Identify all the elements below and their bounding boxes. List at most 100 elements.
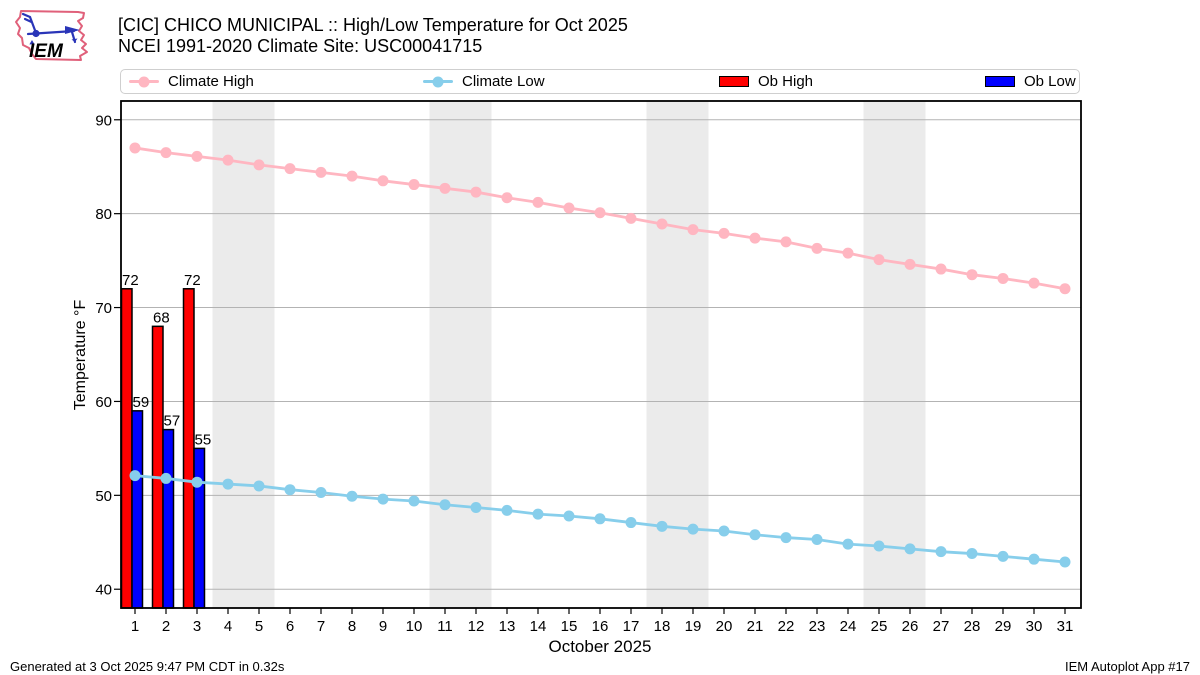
x-tick-label: 3 bbox=[193, 618, 201, 635]
vane-base-mark bbox=[29, 40, 35, 45]
bar-value-label: 72 bbox=[184, 272, 201, 289]
climate-line-marker bbox=[222, 478, 234, 490]
legend-label: Ob Low bbox=[1024, 73, 1076, 90]
climate-line-marker bbox=[997, 550, 1009, 562]
y-tick-label: 60 bbox=[95, 394, 112, 411]
app-credit: IEM Autoplot App #17 bbox=[1064, 659, 1190, 674]
plot-border bbox=[120, 100, 1082, 609]
page-title: [CIC] CHICO MUNICIPAL :: High/Low Temper… bbox=[118, 15, 628, 35]
x-tick-label: 10 bbox=[406, 618, 423, 635]
logo-text: IEM bbox=[29, 41, 64, 62]
x-tick-label: 23 bbox=[809, 618, 826, 635]
climate-line-marker bbox=[749, 232, 761, 244]
climate-line-marker bbox=[346, 170, 358, 182]
page-subtitle: NCEI 1991-2020 Climate Site: USC00041715 bbox=[118, 36, 483, 56]
climate-line-marker bbox=[1028, 277, 1040, 289]
iowa-outline bbox=[15, 10, 88, 61]
climate-line-marker bbox=[284, 163, 296, 175]
climate-line-marker bbox=[656, 218, 668, 230]
climate-line-marker bbox=[935, 263, 947, 275]
climate-line-marker bbox=[408, 495, 420, 507]
climate-high-line-swatch-icon bbox=[129, 76, 159, 87]
legend-label: Climate Low bbox=[462, 73, 545, 90]
climate-line-marker bbox=[997, 272, 1009, 284]
bar-value-label: 57 bbox=[164, 413, 181, 430]
climate-line-marker bbox=[563, 202, 575, 214]
ob-high-bar bbox=[151, 325, 164, 609]
climate-line-marker bbox=[315, 487, 327, 499]
climate-line-marker bbox=[625, 517, 637, 529]
climate-line-marker bbox=[160, 147, 172, 159]
y-tick-label: 50 bbox=[95, 488, 112, 505]
x-tick-label: 13 bbox=[499, 618, 516, 635]
vane-arrowhead bbox=[71, 38, 78, 42]
climate-line-marker bbox=[470, 186, 482, 198]
climate-line-marker bbox=[966, 269, 978, 281]
y-tick-label: 80 bbox=[95, 206, 112, 223]
legend-entry-ob-high: Ob High bbox=[719, 70, 813, 93]
x-tick-label: 14 bbox=[530, 618, 547, 635]
climate-line-marker bbox=[129, 142, 141, 154]
x-tick-label: 11 bbox=[437, 618, 453, 635]
y-tick-label: 40 bbox=[95, 582, 112, 599]
x-tick-label: 19 bbox=[685, 618, 702, 635]
iem-logo: IEM bbox=[15, 10, 88, 62]
x-tick-label: 9 bbox=[379, 618, 387, 635]
x-tick-label: 4 bbox=[224, 618, 232, 635]
x-tick-label: 22 bbox=[778, 618, 795, 635]
climate-line-marker bbox=[780, 532, 792, 544]
climate-line-marker bbox=[904, 258, 916, 270]
weekend-band bbox=[646, 101, 709, 608]
x-tick-label: 15 bbox=[561, 618, 578, 635]
climate-line-marker bbox=[811, 242, 823, 254]
x-tick-label: 5 bbox=[255, 618, 263, 635]
weekend-band bbox=[429, 101, 492, 608]
ob-low-bar bbox=[162, 428, 175, 609]
climate-line-marker bbox=[501, 504, 513, 516]
climate-line-marker bbox=[718, 525, 730, 537]
climate-line-marker bbox=[842, 247, 854, 259]
climate-line-marker bbox=[811, 533, 823, 545]
climate-line-marker bbox=[687, 523, 699, 535]
climate-line-marker bbox=[749, 529, 761, 541]
climate-line-marker bbox=[315, 166, 327, 178]
climate-line-marker bbox=[966, 548, 978, 560]
climate-line-marker bbox=[532, 508, 544, 520]
x-tick-label: 6 bbox=[286, 618, 294, 635]
vane-hub bbox=[32, 29, 40, 38]
legend-entry-ob-low: Ob Low bbox=[985, 70, 1076, 93]
climate-line-marker bbox=[594, 207, 606, 219]
weekend-band bbox=[212, 101, 275, 608]
x-tick-label: 31 bbox=[1057, 618, 1074, 635]
x-tick-label: 30 bbox=[1026, 618, 1043, 635]
x-tick-label: 2 bbox=[162, 618, 170, 635]
climate-line-marker bbox=[718, 227, 730, 239]
x-tick-label: 24 bbox=[840, 618, 857, 635]
x-tick-label: 1 bbox=[131, 618, 139, 635]
ob-high-bar bbox=[120, 288, 133, 609]
bar-value-label: 59 bbox=[133, 394, 150, 411]
bar-value-label: 55 bbox=[195, 431, 212, 448]
y-tick-label: 70 bbox=[95, 300, 112, 317]
climate-line-marker bbox=[935, 546, 947, 558]
climate-line-marker bbox=[253, 480, 265, 492]
ob-high-patch-icon bbox=[719, 76, 749, 87]
x-tick-label: 25 bbox=[871, 618, 888, 635]
climate-line-marker bbox=[687, 224, 699, 236]
x-tick-label: 20 bbox=[716, 618, 733, 635]
bar-value-label: 68 bbox=[153, 309, 170, 326]
climate-line-marker bbox=[346, 490, 358, 502]
climate-line-marker bbox=[1059, 283, 1071, 295]
x-tick-label: 29 bbox=[995, 618, 1012, 635]
ob-low-bar bbox=[193, 447, 206, 609]
climate-line-marker bbox=[377, 175, 389, 187]
x-tick-label: 26 bbox=[902, 618, 919, 635]
climate-line-marker bbox=[439, 182, 451, 194]
y-tick-label: 90 bbox=[95, 112, 112, 129]
climate-line-marker bbox=[842, 538, 854, 550]
x-tick-label: 18 bbox=[654, 618, 671, 635]
climate-line-marker bbox=[656, 520, 668, 532]
climate-line-marker bbox=[625, 212, 637, 224]
ob-low-bar bbox=[131, 410, 144, 609]
x-tick-label: 16 bbox=[592, 618, 609, 635]
